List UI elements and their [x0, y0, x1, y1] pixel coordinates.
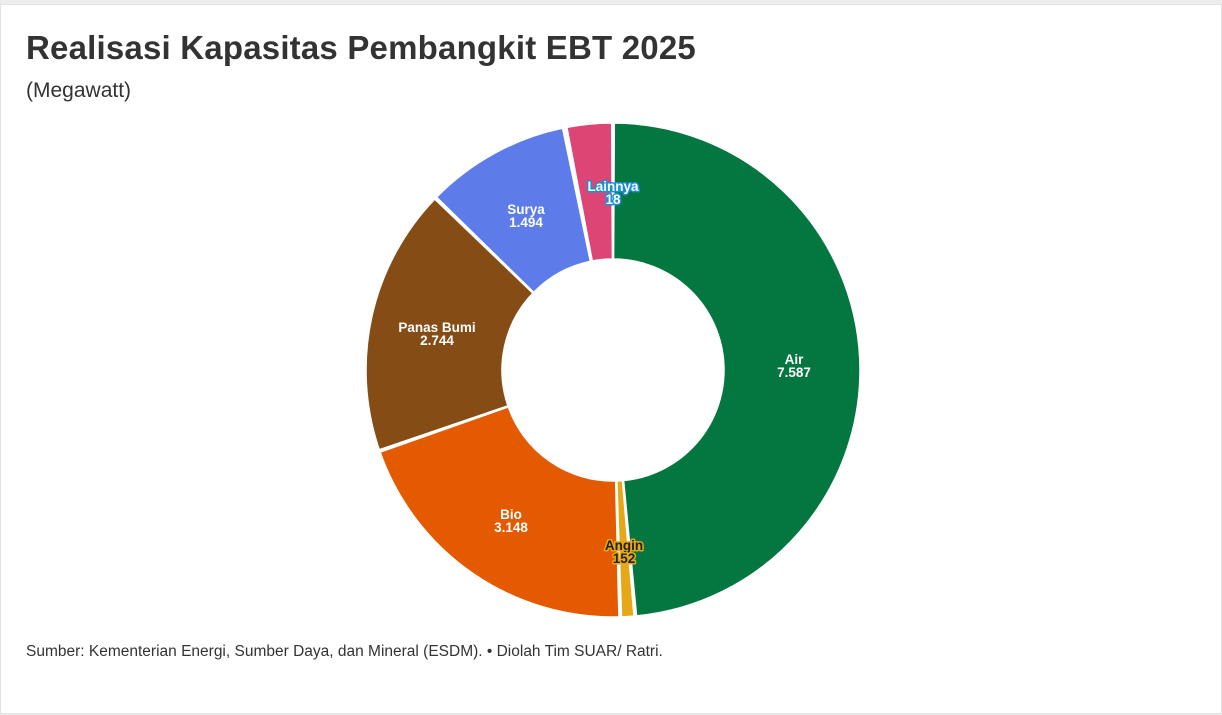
slice-surya [435, 127, 592, 294]
source-note: Sumber: Kementerian Energi, Sumber Daya,… [26, 643, 663, 660]
data-label-name: Lainnya [587, 179, 639, 194]
slice-air [612, 122, 861, 617]
chart-title: Realisasi Kapasitas Pembangkit EBT 2025 [26, 29, 696, 66]
data-label-name: Bio [500, 507, 522, 522]
data-label-name: Air [785, 352, 805, 367]
data-label-value: 2.744 [420, 333, 454, 348]
chart-subtitle: (Megawatt) [26, 79, 132, 102]
slice-extra [566, 122, 614, 262]
slice-bio [379, 406, 620, 618]
slice-panas-bumi [365, 198, 534, 451]
data-label-name: Angin [605, 538, 643, 553]
slice-angin [616, 479, 635, 618]
data-label-name: Panas Bumi [398, 320, 475, 335]
data-label-value: 7.587 [777, 365, 811, 380]
data-label-value: 1.494 [509, 215, 543, 230]
data-label-name: Surya [507, 202, 545, 217]
data-label-value: 3.148 [494, 520, 528, 535]
data-label-value: 152 [613, 551, 636, 566]
data-label-value: 18 [605, 192, 621, 207]
